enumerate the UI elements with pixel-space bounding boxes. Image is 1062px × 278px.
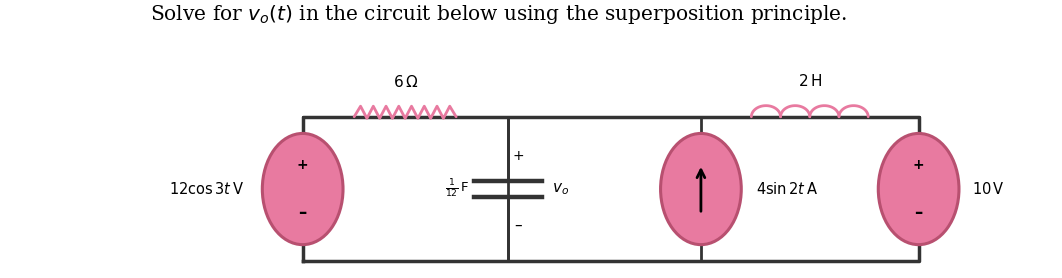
Ellipse shape (878, 133, 959, 245)
Text: $4 \sin 2t\,\mathrm{A}$: $4 \sin 2t\,\mathrm{A}$ (756, 181, 818, 197)
Text: $12 \cos 3t\,\mathrm{V}$: $12 \cos 3t\,\mathrm{V}$ (169, 181, 244, 197)
Text: $v_o$: $v_o$ (552, 181, 569, 197)
Text: –: – (914, 204, 923, 222)
Text: +: + (913, 158, 924, 172)
Text: $6\,\Omega$: $6\,\Omega$ (393, 73, 417, 90)
Text: –: – (298, 204, 307, 222)
Text: $\frac{1}{12}\,\mathrm{F}$: $\frac{1}{12}\,\mathrm{F}$ (445, 178, 469, 200)
Text: Solve for $v_o(t)$ in the circuit below using the superposition principle.: Solve for $v_o(t)$ in the circuit below … (151, 3, 847, 26)
Text: +: + (297, 158, 308, 172)
Ellipse shape (661, 133, 741, 245)
Ellipse shape (262, 133, 343, 245)
Text: +: + (513, 149, 524, 163)
Text: –: – (514, 218, 523, 233)
Text: $10\,\mathrm{V}$: $10\,\mathrm{V}$ (972, 181, 1005, 197)
Text: $2\,\mathrm{H}$: $2\,\mathrm{H}$ (798, 73, 822, 89)
